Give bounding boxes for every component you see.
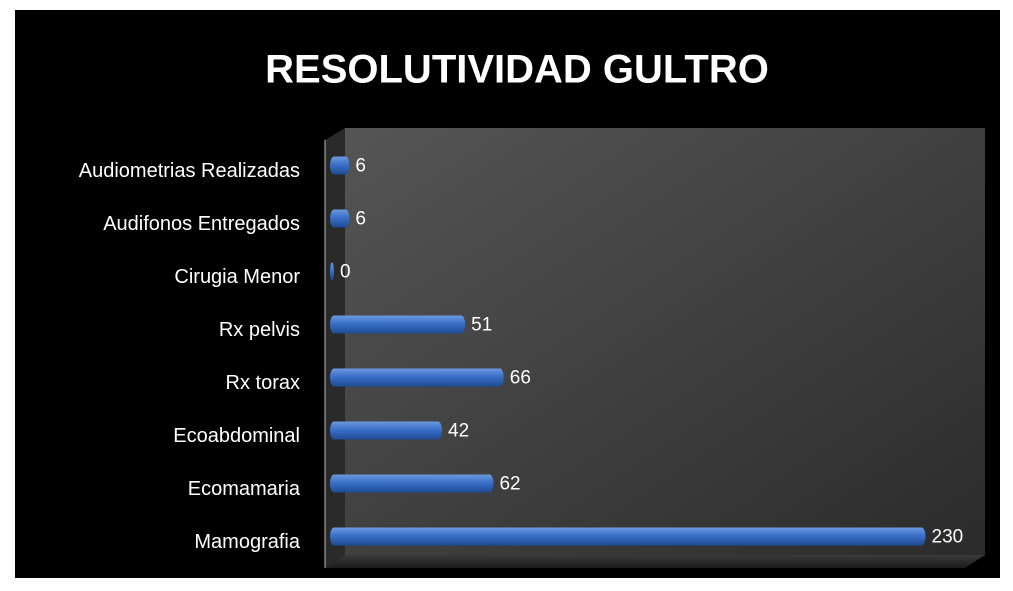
data-label: 66 xyxy=(510,368,531,389)
category-label: Audifonos Entregados xyxy=(103,213,300,235)
category-label: Rx pelvis xyxy=(219,319,300,341)
data-label: 62 xyxy=(499,474,520,495)
bar xyxy=(330,262,334,281)
bar xyxy=(330,315,466,334)
category-label: Rx torax xyxy=(226,372,300,394)
bar xyxy=(330,156,350,175)
category-label: Cirugia Menor xyxy=(174,266,300,288)
bar xyxy=(330,474,494,493)
bar xyxy=(330,209,350,228)
category-label: Audiometrias Realizadas xyxy=(79,160,300,182)
floor xyxy=(325,555,985,568)
category-label: Ecomamaria xyxy=(188,478,301,500)
data-label: 6 xyxy=(355,209,366,230)
bar xyxy=(330,368,504,387)
bar xyxy=(330,527,926,546)
back-wall xyxy=(345,128,985,555)
side-wall xyxy=(325,128,345,568)
category-label: Mamografia xyxy=(194,531,300,553)
bar xyxy=(330,421,443,440)
data-label: 6 xyxy=(355,156,366,177)
data-label: 230 xyxy=(932,527,964,548)
data-label: 51 xyxy=(471,315,492,336)
category-label: Ecoabdominal xyxy=(173,425,300,447)
chart-title: RESOLUTIVIDAD GULTRO xyxy=(265,48,769,92)
data-label: 42 xyxy=(448,421,469,442)
data-label: 0 xyxy=(340,262,351,283)
